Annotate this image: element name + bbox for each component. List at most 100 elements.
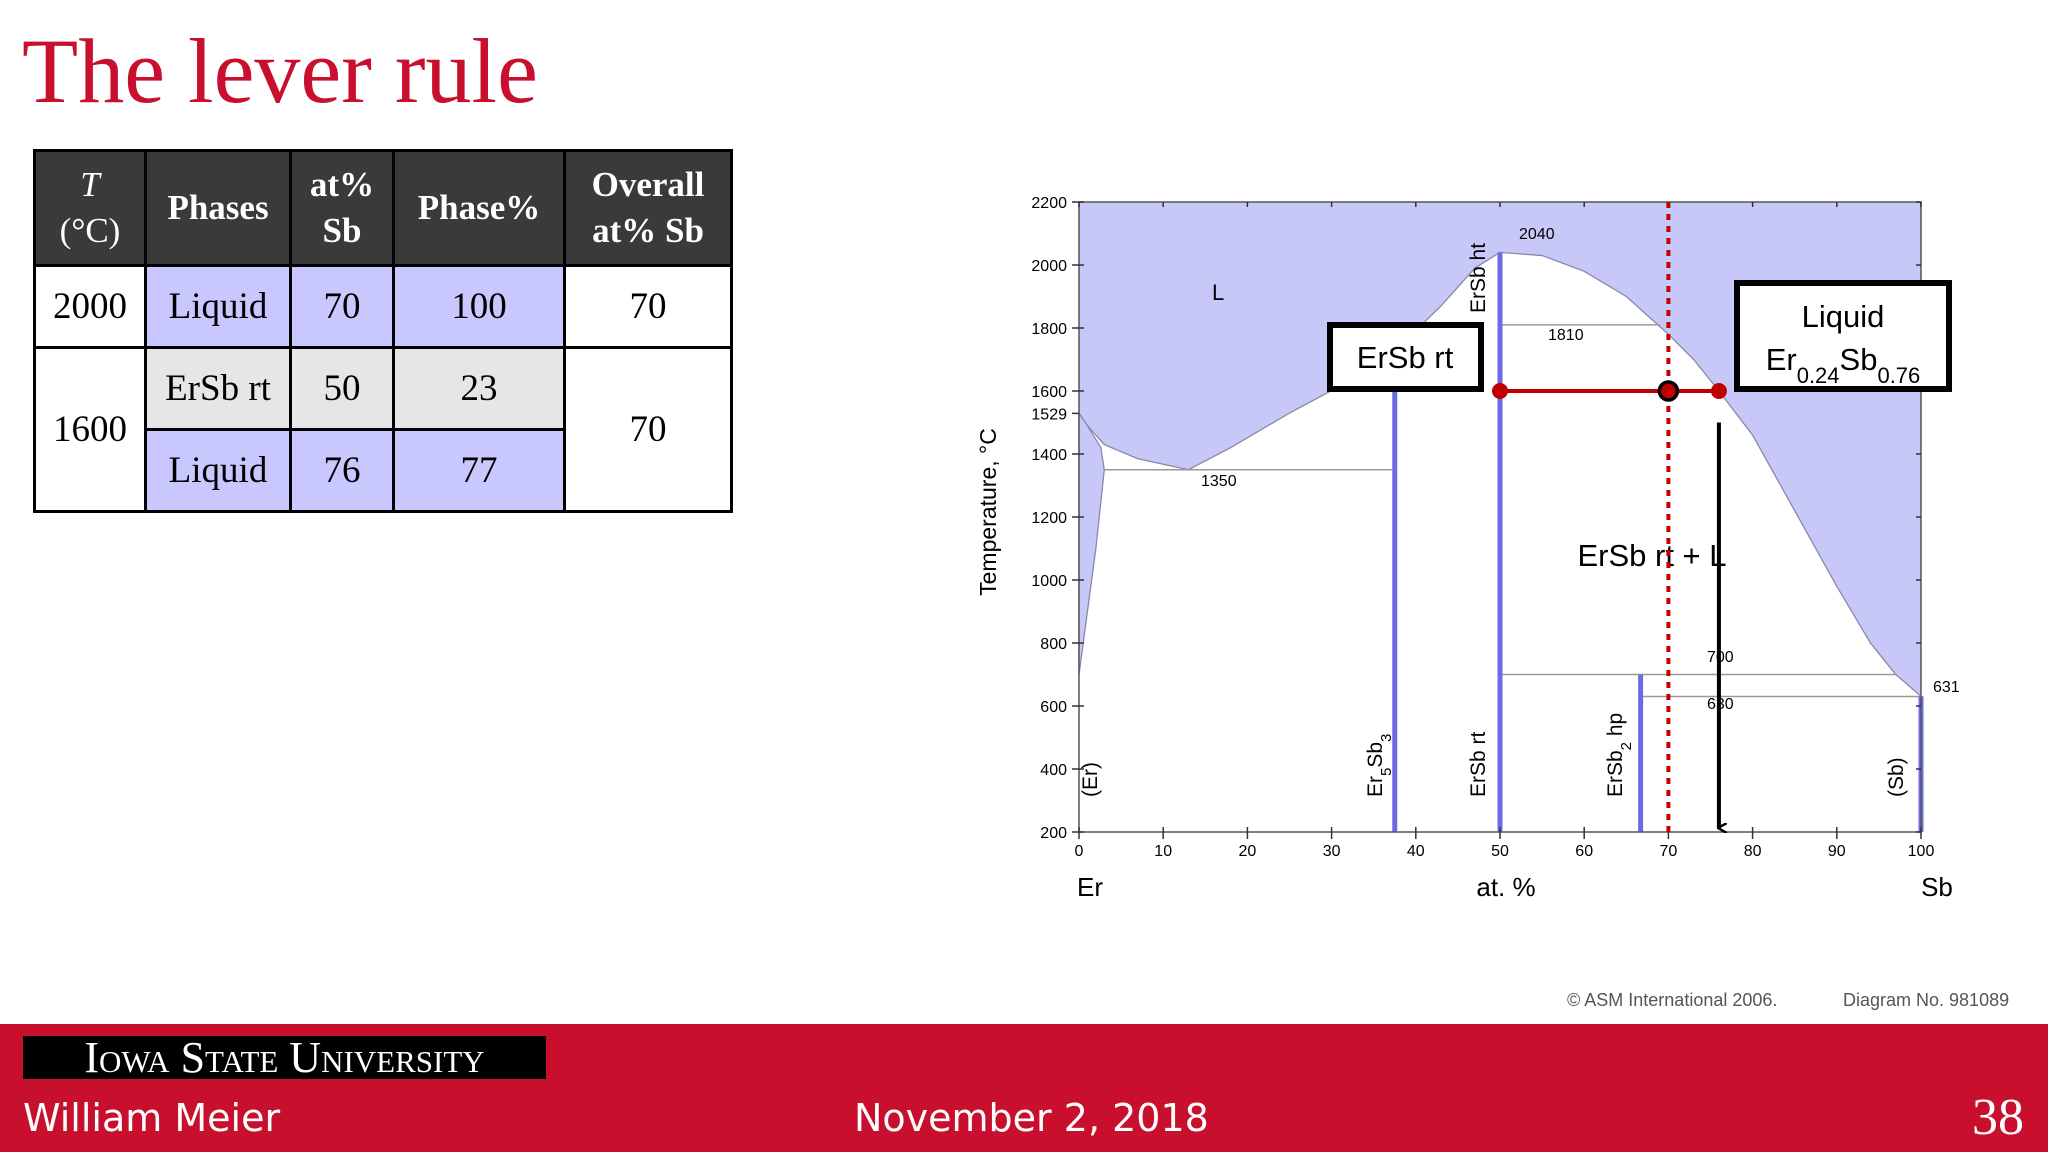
header-cell: T (°C) (33, 149, 147, 267)
y-tick-label: 1800 (1031, 321, 1067, 338)
y-tick-label: 2200 (1031, 195, 1067, 212)
text-part: Sb (1840, 342, 1878, 377)
y-tick-label: 1000 (1031, 573, 1067, 590)
cell: 2000 (33, 264, 147, 349)
text-part: 0.76 (1877, 363, 1920, 388)
phase-label: Er5Sb3 (1364, 734, 1395, 797)
header-text: Phases (167, 188, 269, 227)
x-tick-label: 30 (1323, 843, 1341, 860)
cell: 70 (563, 346, 733, 513)
header-text: Overall (591, 165, 705, 204)
author: William Meier (23, 1096, 281, 1140)
phase-label: (Sb) (1885, 757, 1908, 797)
header-cell: Overall at% Sb (563, 149, 733, 267)
header-text: at% Sb (592, 211, 704, 250)
cell: 77 (392, 428, 566, 513)
solid-box (1327, 322, 1484, 392)
x-tick-label: 10 (1154, 843, 1172, 860)
text-part: 2 (1618, 742, 1635, 750)
header-cell: Phases (144, 149, 292, 267)
phase-point (1492, 383, 1508, 399)
er-region (1078, 411, 1105, 675)
cell: 70 (289, 264, 395, 349)
x-tick-label: 60 (1575, 843, 1593, 860)
y-tick-label: 1529 (1031, 406, 1067, 423)
page-number: 38 (1972, 1089, 2024, 1146)
cell: Liquid (144, 264, 292, 349)
isotherm-label: 2040 (1519, 226, 1555, 243)
isotherm-label: 631 (1933, 679, 1960, 696)
cell: 76 (289, 428, 395, 513)
text-part: Er (1364, 776, 1387, 797)
cell: 70 (563, 264, 733, 349)
header-text: Phase% (417, 188, 541, 227)
liquidus (1078, 251, 1922, 697)
liquid-region (1079, 202, 1921, 697)
x-axis-label: at. % (1476, 872, 1535, 902)
cell: 1600 (33, 346, 147, 513)
y-tick-label: 1600 (1031, 384, 1067, 401)
y-tick-label: 1200 (1031, 510, 1067, 527)
y-tick-label: 200 (1040, 825, 1067, 842)
header-cell: Phase% (392, 149, 566, 267)
x-right-label: Sb (1921, 872, 1953, 902)
header-text: (°C) (59, 211, 121, 250)
x-tick-label: 40 (1407, 843, 1425, 860)
table-row: Liquid 76 77 (35, 428, 732, 513)
cell: ErSb rt (144, 346, 292, 431)
text-part: Sb (1364, 742, 1387, 768)
cell: Liquid (144, 428, 292, 513)
text-part: hp (1604, 713, 1627, 742)
text-part: 3 (1378, 734, 1395, 742)
lever-table: T (°C) Phases at% Sb Phase% Overall at% Sb … (33, 149, 733, 513)
overall-point (1657, 380, 1680, 402)
university-logo: Iowa State University (23, 1036, 546, 1080)
date: November 2, 2018 (854, 1096, 1209, 1140)
text-part: Er (1766, 342, 1797, 377)
x-tick-label: 50 (1491, 843, 1509, 860)
slide-title: The lever rule (22, 20, 538, 122)
cell: 50 (289, 346, 395, 431)
region-label: L (1212, 280, 1224, 305)
text-part: ErSb (1604, 750, 1627, 797)
y-tick-label: 2000 (1031, 258, 1067, 275)
header-text: T (80, 165, 100, 204)
x-tick-label: 20 (1239, 843, 1257, 860)
isotherm-label: 1810 (1548, 327, 1584, 344)
y-tick-label: 600 (1040, 699, 1067, 716)
table-row: 1600 ErSb rt 50 23 70 (33, 346, 733, 513)
phase-label: ErSb2 hp (1604, 713, 1635, 797)
text-part: 5 (1378, 768, 1395, 776)
y-axis-label: Temperature, °C (975, 428, 1001, 596)
x-tick-label: 90 (1828, 843, 1846, 860)
phase-label: ErSb rt (1467, 731, 1490, 797)
text-part: ErSb ht (1467, 243, 1490, 313)
y-tick-label: 800 (1040, 636, 1067, 653)
cell: 100 (392, 264, 566, 349)
text-part: (Er) (1079, 762, 1102, 797)
phase-point (1710, 383, 1727, 399)
footer: Iowa State University William Meier Nove… (0, 1024, 2048, 1152)
cell: 23 (392, 346, 566, 431)
x-tick-label: 70 (1660, 843, 1678, 860)
table-row: 2000 Liquid 70 100 70 (33, 264, 733, 349)
liquid-formula: Er0.24Sb0.76 (1766, 342, 1921, 388)
text-part: ErSb rt (1467, 731, 1490, 797)
y-tick-label: 1400 (1031, 447, 1067, 464)
x-left-label: Er (1077, 872, 1103, 902)
phase-diagram: Temperature, °C Er at. % Sb © ASM Intern… (975, 195, 2009, 1010)
header-text: Sb (322, 211, 362, 250)
header-cell: at% Sb (289, 149, 395, 267)
header-row: T (°C) Phases at% Sb Phase% Overall at% Sb (33, 149, 733, 267)
header-text: at% (309, 165, 375, 204)
phase-label: (Er) (1079, 762, 1102, 797)
text-part: 0.24 (1797, 363, 1840, 388)
x-tick-label: 80 (1744, 843, 1762, 860)
x-tick-label: 100 (1908, 843, 1935, 860)
solid-box-label: ErSb rt (1357, 340, 1454, 375)
liquid-box (1734, 280, 1952, 392)
text-part: (Sb) (1885, 757, 1908, 797)
diagram-number: Diagram No. 981089 (1843, 990, 2009, 1010)
liquid-box-label: Liquid (1802, 299, 1885, 334)
